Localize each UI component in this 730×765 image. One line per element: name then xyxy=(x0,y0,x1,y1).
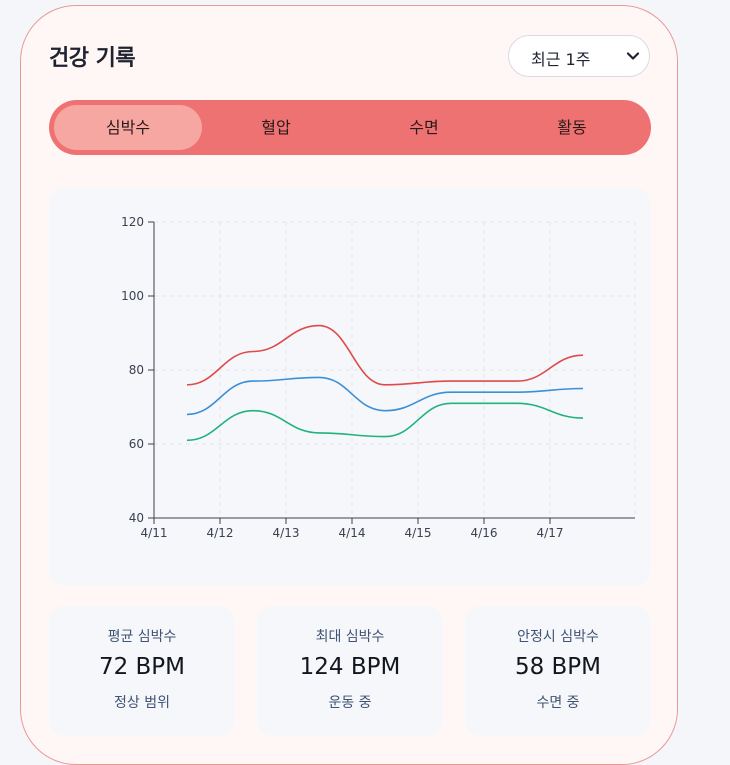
x-tick-label: 4/13 xyxy=(273,526,300,540)
stat-label: 평균 심박수 xyxy=(107,629,177,645)
metric-tabs: 심박수 혈압 수면 활동 xyxy=(49,100,651,155)
x-tick-label: 4/17 xyxy=(537,526,564,540)
tab-activity[interactable]: 활동 xyxy=(557,118,587,137)
health-record-card: 건강 기록 최근 1주 심박수 혈압 수면 활동 40 60 80 100 120 4/1… xyxy=(20,5,678,765)
chart-svg: 40 60 80 100 120 4/11 4/12 4/13 4/14 4/15 4/16 4/17 xyxy=(121,215,636,540)
stat-card-average: 평균 심박수 72 BPM 정상 범위 xyxy=(49,606,235,736)
tab-sleep[interactable]: 수면 xyxy=(409,118,439,137)
tab-heart-rate[interactable]: 심박수 xyxy=(54,105,202,150)
range-select-value: 최근 1주 xyxy=(531,50,591,69)
page-title: 건강 기록 xyxy=(49,46,136,71)
y-tick-label: 100 xyxy=(121,289,144,303)
y-tick-label: 80 xyxy=(129,363,144,377)
chevron-down-icon xyxy=(626,52,640,60)
series-line-2 xyxy=(186,402,584,442)
x-tick-label: 4/15 xyxy=(405,526,432,540)
x-tick-label: 4/11 xyxy=(141,526,168,540)
x-tick-label: 4/16 xyxy=(471,526,498,540)
stat-value: 58 BPM xyxy=(514,654,602,680)
series-line-0 xyxy=(186,324,584,386)
stat-card-max: 최대 심박수 124 BPM 운동 중 xyxy=(257,606,443,736)
stat-label: 안정시 심박수 xyxy=(517,629,599,645)
y-tick-label: 60 xyxy=(129,437,144,451)
y-tick-label: 120 xyxy=(121,215,144,229)
stat-value: 72 BPM xyxy=(98,654,186,680)
stat-subtext: 정상 범위 xyxy=(114,695,170,711)
y-tick-label: 40 xyxy=(129,511,144,525)
stat-subtext: 수면 중 xyxy=(536,695,580,711)
stat-card-resting: 안정시 심박수 58 BPM 수면 중 xyxy=(465,606,651,736)
tab-blood-pressure[interactable]: 혈압 xyxy=(261,118,291,137)
series-line-1 xyxy=(186,376,584,416)
x-tick-label: 4/12 xyxy=(207,526,234,540)
x-tick-label: 4/14 xyxy=(339,526,366,540)
stat-value: 124 BPM xyxy=(299,654,401,680)
stat-subtext: 운동 중 xyxy=(328,695,372,711)
heart-rate-chart: 40 60 80 100 120 4/11 4/12 4/13 4/14 4/15 4/16 4/17 xyxy=(49,188,651,586)
stat-label: 최대 심박수 xyxy=(315,629,385,645)
range-select[interactable]: 최근 1주 xyxy=(508,35,650,77)
